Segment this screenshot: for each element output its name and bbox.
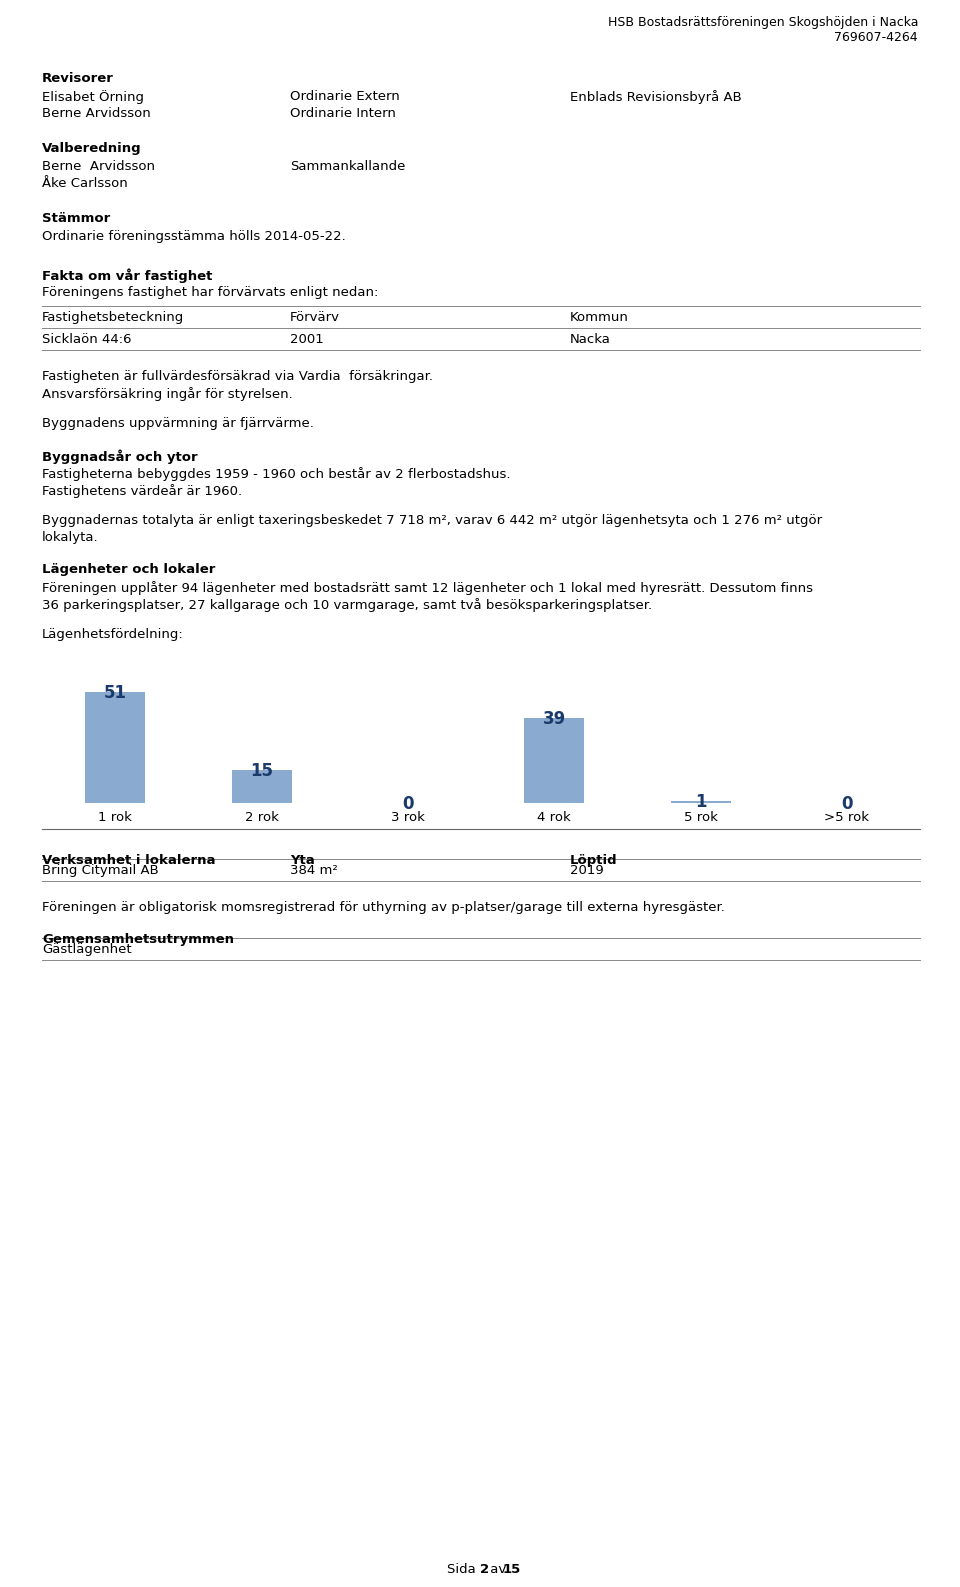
Text: Verksamhet i lokalerna: Verksamhet i lokalerna [42,854,215,867]
Bar [231,770,292,803]
Text: Nacka: Nacka [570,333,611,346]
Bar [670,801,731,803]
Text: Yta: Yta [290,854,315,867]
Text: Ordinarie Intern: Ordinarie Intern [290,106,396,121]
Text: Elisabet Örning: Elisabet Örning [42,90,144,105]
Text: 384 m²: 384 m² [290,863,338,878]
Text: Kommun: Kommun [570,311,629,324]
Text: 15: 15 [503,1563,521,1576]
Text: Ordinarie Extern: Ordinarie Extern [290,90,399,103]
Text: Fastigheterna bebyggdes 1959 - 1960 och består av 2 flerbostadshus.: Fastigheterna bebyggdes 1959 - 1960 och … [42,467,511,481]
Text: Ordinarie föreningsstämma hölls 2014-05-22.: Ordinarie föreningsstämma hölls 2014-05-… [42,230,346,243]
Text: Fakta om vår fastighet: Fakta om vår fastighet [42,268,212,282]
Text: Ansvarsförsäkring ingår för styrelsen.: Ansvarsförsäkring ingår för styrelsen. [42,387,293,402]
Text: Enblads Revisionsbyrå AB: Enblads Revisionsbyrå AB [570,90,742,105]
Text: lokalyta.: lokalyta. [42,532,99,544]
Text: Byggnadernas totalyta är enligt taxeringsbeskedet 7 718 m², varav 6 442 m² utgör: Byggnadernas totalyta är enligt taxering… [42,514,822,527]
Text: 3 rok: 3 rok [391,811,424,824]
Text: Sida: Sida [447,1563,480,1576]
Text: Stämmor: Stämmor [42,213,110,225]
Text: Revisorer: Revisorer [42,71,114,86]
Text: Lägenheter och lokaler: Lägenheter och lokaler [42,563,215,576]
Text: Valberedning: Valberedning [42,141,142,156]
Text: 1 rok: 1 rok [98,811,132,824]
Text: av: av [486,1563,511,1576]
Text: 5 rok: 5 rok [684,811,717,824]
Text: Sammankallande: Sammankallande [290,160,405,173]
Text: Sicklaön 44:6: Sicklaön 44:6 [42,333,132,346]
Text: 769607-4264: 769607-4264 [834,32,918,44]
Text: Gästlägenhet: Gästlägenhet [42,943,132,955]
Text: 0: 0 [841,795,852,813]
Text: Bring Citymail AB: Bring Citymail AB [42,863,158,878]
Text: Byggnadsår och ytor: Byggnadsår och ytor [42,449,198,463]
Text: Föreningen är obligatorisk momsregistrerad för uthyrning av p-platser/garage til: Föreningen är obligatorisk momsregistrer… [42,901,725,914]
Text: 1: 1 [695,794,707,811]
Text: Byggnadens uppvärmning är fjärrvärme.: Byggnadens uppvärmning är fjärrvärme. [42,417,314,430]
Text: Föreningen upplåter 94 lägenheter med bostadsrätt samt 12 lägenheter och 1 lokal: Föreningen upplåter 94 lägenheter med bo… [42,581,813,595]
Text: Berne Arvidsson: Berne Arvidsson [42,106,151,121]
Text: Fastigheten är fullvärdesförsäkrad via Vardia  försäkringar.: Fastigheten är fullvärdesförsäkrad via V… [42,370,433,382]
Text: Berne  Arvidsson: Berne Arvidsson [42,160,155,173]
Text: 2019: 2019 [570,863,604,878]
Text: Fastighetens värdeår är 1960.: Fastighetens värdeår är 1960. [42,484,242,498]
Text: Åke Carlsson: Åke Carlsson [42,178,128,190]
Text: 2: 2 [480,1563,490,1576]
Text: 39: 39 [542,709,565,728]
Text: 2 rok: 2 rok [245,811,278,824]
Text: Lägenhetsfördelning:: Lägenhetsfördelning: [42,628,183,641]
Text: Föreningens fastighet har förvärvats enligt nedan:: Föreningens fastighet har förvärvats enl… [42,286,378,298]
Text: Fastighetsbeteckning: Fastighetsbeteckning [42,311,184,324]
Text: 15: 15 [250,762,273,781]
Text: 51: 51 [104,684,127,701]
Text: Gemensamhetsutrymmen: Gemensamhetsutrymmen [42,933,234,946]
Text: 36 parkeringsplatser, 27 kallgarage och 10 varmgarage, samt två besöksparkerings: 36 parkeringsplatser, 27 kallgarage och … [42,598,652,613]
Text: 4 rok: 4 rok [538,811,571,824]
Text: 2001: 2001 [290,333,324,346]
Text: HSB Bostadsrättsföreningen Skogshöjden i Nacka: HSB Bostadsrättsföreningen Skogshöjden i… [608,16,918,29]
Text: Löptid: Löptid [570,854,617,867]
Text: Förvärv: Förvärv [290,311,340,324]
Bar [85,692,145,803]
Bar [524,717,585,803]
Text: >5 rok: >5 rok [825,811,870,824]
Text: 0: 0 [402,795,414,813]
